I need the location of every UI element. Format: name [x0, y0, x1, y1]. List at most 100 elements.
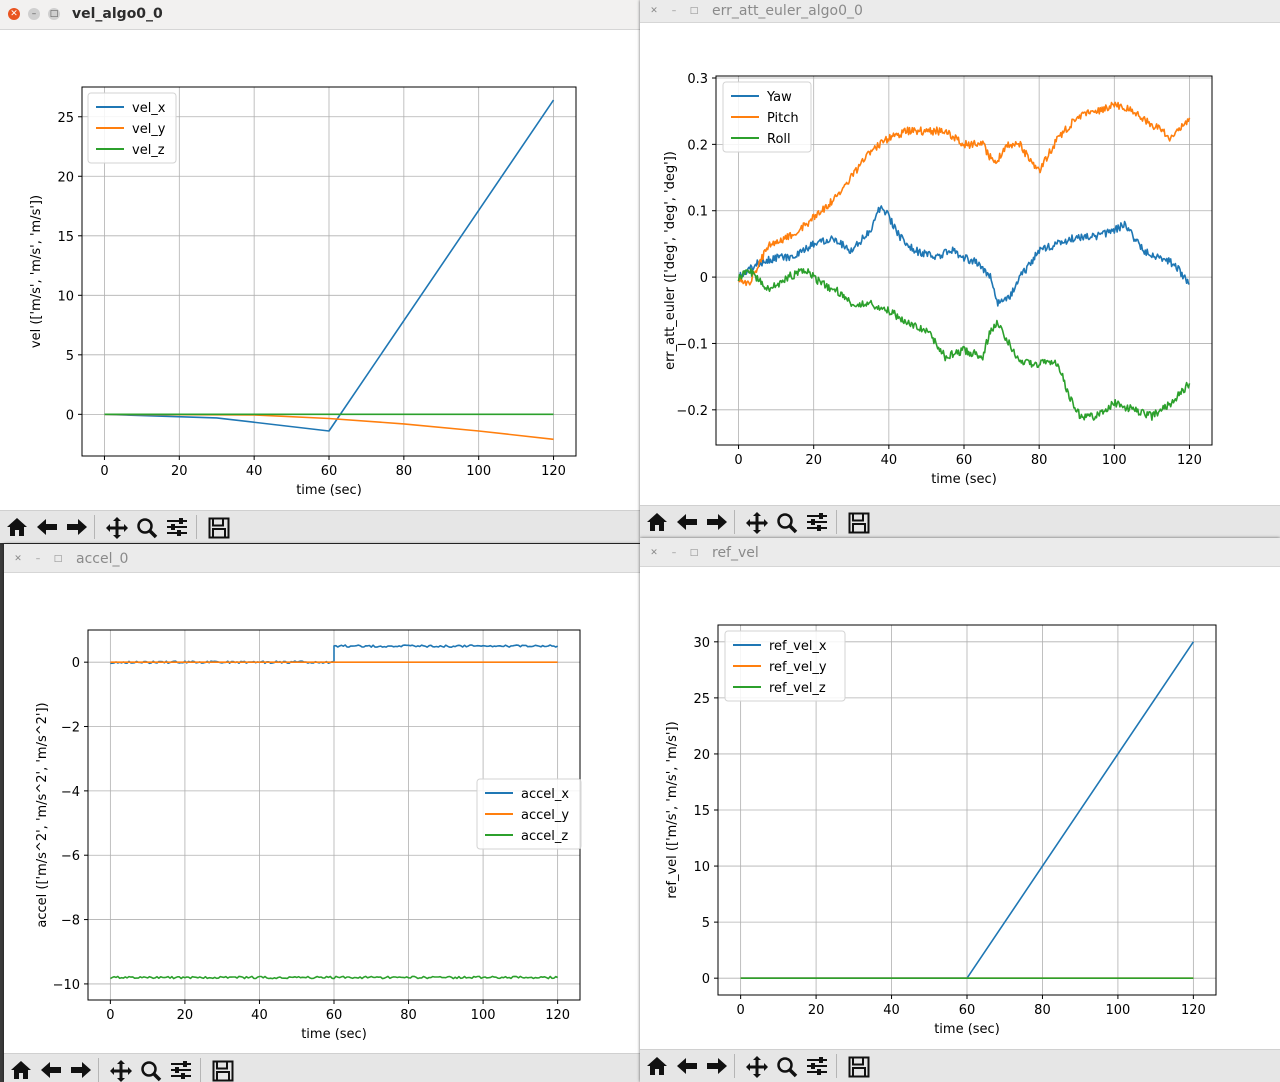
x-tick-label: 40 [246, 464, 263, 479]
toolbar-separator [200, 1058, 201, 1082]
legend-label: Pitch [767, 111, 799, 126]
close-icon[interactable]: ✕ [650, 548, 658, 558]
x-tick-label: 20 [177, 1008, 194, 1023]
vel-chart[interactable]: 0 20 40 60 80 100 120 0 5 10 15 20 25 time (sec) vel (… [0, 29, 640, 509]
plot-toolbar [640, 505, 1280, 538]
legend-label: accel_y [521, 808, 569, 823]
configure-subplots-icon[interactable] [804, 509, 830, 535]
back-arrow-icon[interactable] [38, 1057, 64, 1082]
home-icon[interactable] [644, 509, 670, 535]
configure-subplots-icon[interactable] [804, 1053, 830, 1079]
y-tick-label: 10 [57, 289, 74, 304]
toolbar-separator [196, 515, 197, 539]
pan-icon[interactable] [744, 1053, 770, 1079]
legend-label: ref_vel_x [769, 639, 827, 654]
window-title: err_att_euler_algo0_0 [712, 3, 863, 19]
x-tick-label: 100 [1102, 453, 1127, 468]
forward-arrow-icon[interactable] [704, 509, 730, 535]
toolbar-separator [734, 510, 735, 534]
legend-box [476, 778, 582, 850]
y-tick-label: 25 [57, 111, 74, 126]
x-tick-label: 0 [106, 1008, 114, 1023]
legend-box [724, 630, 846, 702]
home-icon[interactable] [644, 1053, 670, 1079]
accel-chart[interactable]: 0 20 40 60 80 100 120 −10 −8 −6 −4 −2 0 time (sec) acc… [4, 573, 636, 1051]
err-att-euler-chart[interactable]: 0 20 40 60 80 100 120 −0.2 −0.1 0 0.1 0.2 0.3 time (s… [640, 24, 1280, 504]
save-icon[interactable] [846, 1053, 872, 1079]
minimize-icon[interactable]: – [28, 8, 40, 20]
x-tick-label: 40 [883, 1003, 900, 1018]
configure-subplots-icon[interactable] [168, 1057, 194, 1082]
back-arrow-icon[interactable] [674, 509, 700, 535]
titlebar[interactable]: ✕ – □ accel_0 [4, 544, 640, 573]
save-icon[interactable] [846, 509, 872, 535]
series-group [737, 101, 1191, 421]
maximize-icon[interactable]: □ [689, 548, 699, 558]
legend: vel_x vel_y vel_z [87, 92, 177, 164]
save-icon[interactable] [210, 1057, 236, 1082]
plot-toolbar [0, 510, 640, 543]
legend-box [722, 81, 812, 153]
x-tick-label: 60 [326, 1008, 343, 1023]
maximize-icon[interactable]: □ [689, 6, 699, 16]
close-icon[interactable]: ✕ [14, 554, 22, 564]
y-tick-label: −6 [61, 849, 80, 864]
x-tick-label: 20 [808, 1003, 825, 1018]
pan-icon[interactable] [108, 1057, 134, 1082]
x-tick-label: 80 [1031, 453, 1048, 468]
minimize-icon[interactable]: – [671, 6, 677, 16]
minimize-icon[interactable]: – [35, 554, 41, 564]
series-line-vel_x [104, 99, 555, 432]
forward-arrow-icon[interactable] [68, 1057, 94, 1082]
y-tick-label: −2 [61, 721, 80, 736]
forward-arrow-icon[interactable] [64, 514, 90, 540]
zoom-icon[interactable] [774, 1053, 800, 1079]
y-tick-label: 20 [693, 748, 710, 763]
maximize-icon[interactable]: □ [48, 8, 60, 20]
back-arrow-icon[interactable] [674, 1053, 700, 1079]
y-tick-label: 0 [72, 656, 80, 671]
forward-arrow-icon[interactable] [704, 1053, 730, 1079]
y-tick-label: −0.2 [676, 404, 708, 419]
x-tick-label: 80 [1034, 1003, 1051, 1018]
legend-label: accel_z [521, 829, 568, 844]
configure-subplots-icon[interactable] [164, 514, 190, 540]
ref-vel-chart[interactable]: 0 20 40 60 80 100 120 0 5 10 15 20 25 30 time (sec) ref… [640, 568, 1280, 1048]
home-icon[interactable] [4, 514, 30, 540]
y-axis-label: vel (['m/s', 'm/s', 'm/s']) [29, 195, 44, 348]
x-tick-label: 40 [881, 453, 898, 468]
zoom-icon[interactable] [138, 1057, 164, 1082]
legend-label: Yaw [766, 90, 792, 105]
titlebar[interactable]: ✕ – □ ref_vel [640, 538, 1280, 567]
titlebar[interactable]: ✕ – □ vel_algo0_0 [0, 0, 640, 30]
minimize-icon[interactable]: – [671, 548, 677, 558]
y-tick-label: 5 [66, 349, 74, 364]
legend-label: accel_x [521, 787, 569, 802]
y-tick-label: −0.1 [676, 337, 708, 352]
window-ref-vel: ✕ – □ ref_vel 0 20 40 60 80 100 120 0 5 10 15 20 25 3… [640, 538, 1280, 1082]
close-icon[interactable]: ✕ [650, 6, 658, 16]
y-tick-label: 15 [57, 230, 74, 245]
maximize-icon[interactable]: □ [53, 554, 63, 564]
window-vel: ✕ – □ vel_algo0_0 0 20 40 60 80 100 120 0 5 10 15 2… [0, 0, 640, 543]
x-tick-label: 100 [466, 464, 491, 479]
y-tick-label: 30 [693, 636, 710, 651]
pan-icon[interactable] [104, 514, 130, 540]
toolbar-separator [734, 1054, 735, 1078]
zoom-icon[interactable] [774, 509, 800, 535]
legend-label: ref_vel_y [769, 660, 827, 675]
save-icon[interactable] [206, 514, 232, 540]
series-group [104, 99, 555, 441]
titlebar[interactable]: ✕ – □ err_att_euler_algo0_0 [640, 0, 1280, 23]
x-axis-label: time (sec) [934, 1022, 1000, 1037]
legend: Yaw Pitch Roll [722, 81, 812, 153]
ticks: 0 20 40 60 80 100 120 0 5 10 15 20 25 30 [693, 636, 1205, 1018]
close-icon[interactable]: ✕ [8, 8, 20, 20]
x-tick-label: 60 [321, 464, 338, 479]
back-arrow-icon[interactable] [34, 514, 60, 540]
home-icon[interactable] [8, 1057, 34, 1082]
y-tick-label: 0.3 [687, 72, 708, 87]
pan-icon[interactable] [744, 509, 770, 535]
zoom-icon[interactable] [134, 514, 160, 540]
y-tick-label: 0 [700, 271, 708, 286]
